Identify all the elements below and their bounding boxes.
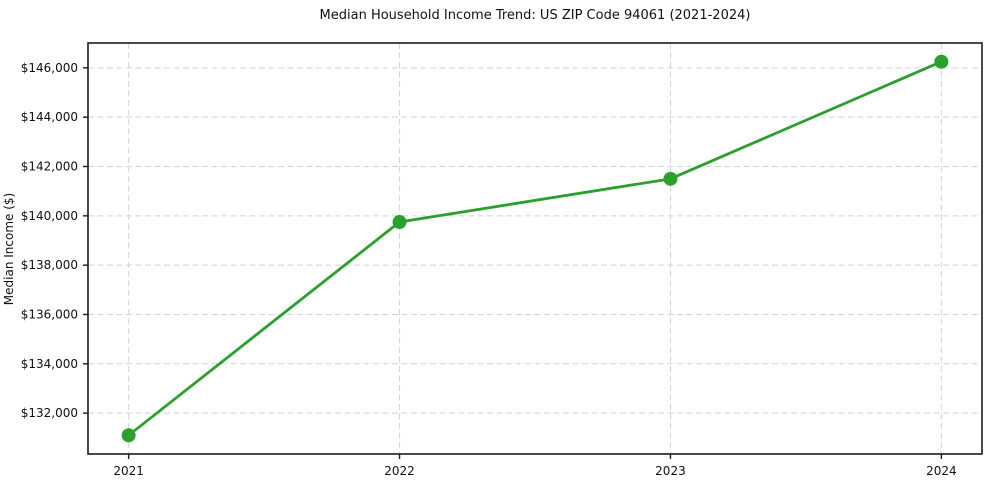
y-tick-label: $138,000 [21,258,78,272]
chart-title: Median Household Income Trend: US ZIP Co… [319,8,751,23]
y-tick-label: $134,000 [21,357,78,371]
x-tick-label: 2023 [655,464,686,478]
data-point-marker [392,214,407,229]
data-point-marker [934,54,949,69]
y-tick-label: $132,000 [21,406,78,420]
y-tick-label: $144,000 [21,110,78,124]
y-tick-label: $142,000 [21,160,78,174]
x-tick-label: 2022 [384,464,415,478]
trend-line [127,60,943,437]
data-point-marker [663,171,678,186]
x-tick-label: 2024 [926,464,957,478]
y-tick-label: $146,000 [21,61,78,75]
axes-spines [87,42,983,455]
x-tick-label: 2021 [113,464,144,478]
y-tick-label: $140,000 [21,209,78,223]
data-point-marker [121,428,136,443]
y-tick-label: $136,000 [21,307,78,321]
